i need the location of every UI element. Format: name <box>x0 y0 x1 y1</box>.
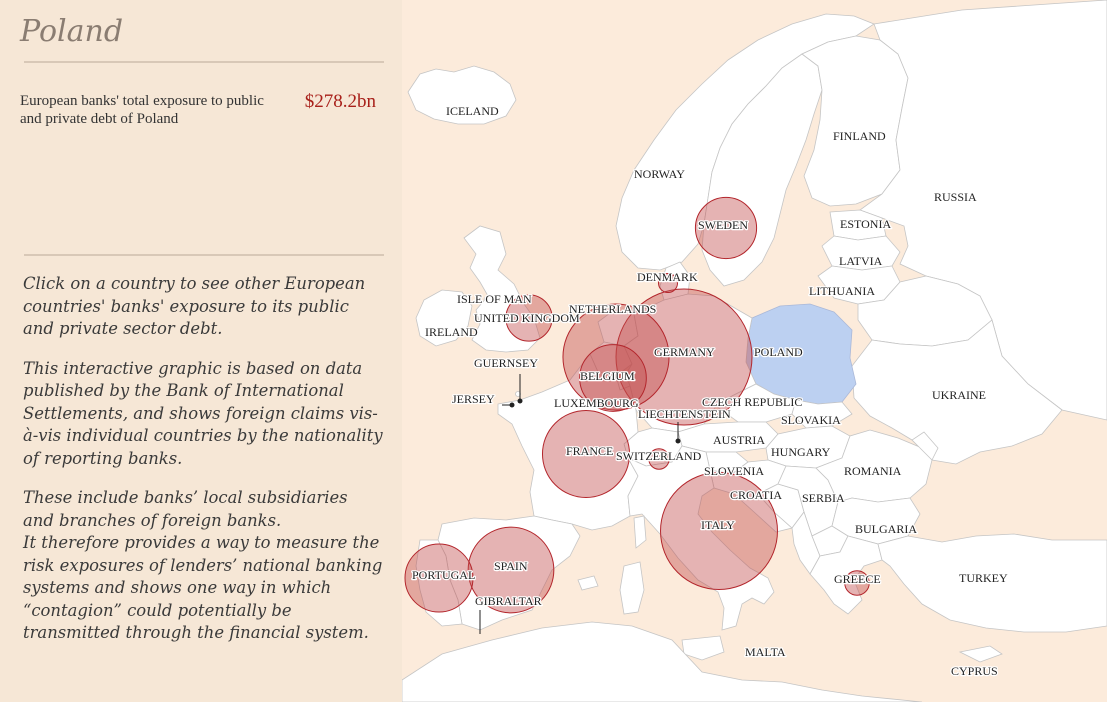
country-shape-iceland[interactable] <box>407 65 517 125</box>
bubble-france[interactable] <box>541 409 631 499</box>
info-sidebar: Poland European banks' total exposure to… <box>0 0 402 702</box>
bubble-sweden[interactable] <box>694 196 758 260</box>
label-denmark[interactable]: DENMARK <box>636 269 700 286</box>
country-shape-moldova[interactable] <box>911 431 939 461</box>
label-germany[interactable]: GERMANY <box>653 344 717 361</box>
label-estonia[interactable]: ESTONIA <box>839 216 893 233</box>
bubble-united-kingdom[interactable] <box>505 294 553 342</box>
label-ukraine[interactable]: UKRAINE <box>931 387 988 404</box>
liechtenstein-marker <box>675 438 681 444</box>
country-shape-ireland[interactable] <box>415 289 473 347</box>
bubble-germany[interactable] <box>615 288 753 426</box>
exposure-label: European banks' total exposure to public… <box>20 93 264 127</box>
label-austria[interactable]: AUSTRIA <box>712 432 767 449</box>
label-jersey[interactable]: JERSEY <box>451 391 497 408</box>
bubble-denmark[interactable] <box>657 272 679 294</box>
bubble-portugal[interactable] <box>404 543 474 613</box>
country-shape-portugal[interactable] <box>415 539 463 627</box>
label-lithuania[interactable]: LITHUANIA <box>808 283 877 300</box>
label-hungary[interactable]: HUNGARY <box>770 444 832 461</box>
country-shape-greece[interactable] <box>809 535 883 615</box>
country-shape-sardinia[interactable] <box>619 561 645 615</box>
label-portugal[interactable]: PORTUGAL <box>411 567 477 584</box>
country-shape-turkey[interactable] <box>877 533 1107 633</box>
label-slovenia[interactable]: SLOVENIA <box>703 463 766 480</box>
description: Click on a country to see other European… <box>23 273 383 662</box>
country-shape-balearics[interactable] <box>577 575 599 591</box>
divider <box>24 61 384 63</box>
country-shape-bulgaria[interactable] <box>831 497 921 545</box>
exposure-bubbles[interactable] <box>404 196 870 614</box>
label-czech-republic[interactable]: CZECH REPUBLIC <box>701 394 804 411</box>
label-poland[interactable]: POLAND <box>753 344 805 361</box>
label-isle-of-man[interactable]: ISLE OF MAN <box>456 291 534 308</box>
label-belgium[interactable]: BELGIUM <box>579 368 636 385</box>
label-switzerland[interactable]: SWITZERLAND <box>615 448 703 465</box>
country-title: Poland <box>20 14 124 49</box>
label-serbia[interactable]: SERBIA <box>801 490 847 507</box>
bubble-switzerland[interactable] <box>648 448 670 470</box>
label-norway[interactable]: NORWAY <box>633 166 687 183</box>
label-ireland[interactable]: IRELAND <box>424 324 479 341</box>
country-shape-corsica[interactable] <box>633 515 647 549</box>
label-cyprus[interactable]: CYPRUS <box>950 663 999 680</box>
label-romania[interactable]: ROMANIA <box>843 463 903 480</box>
country-shape-sweden[interactable] <box>701 53 823 287</box>
bubble-italy[interactable] <box>660 472 778 590</box>
country-shape-united-kingdom[interactable] <box>463 225 541 353</box>
divider <box>24 254 384 256</box>
country-shape-cyprus[interactable] <box>958 645 1003 663</box>
instruction-text: Click on a country to see other European… <box>23 274 366 338</box>
label-greece[interactable]: GREECE <box>833 571 882 588</box>
label-gibraltar[interactable]: GIBRALTAR <box>474 593 543 610</box>
bubble-netherlands[interactable] <box>562 303 670 411</box>
europe-map[interactable]: ICELAND NORWAY FINLAND RUSSIA SWEDEN EST… <box>402 0 1107 702</box>
description-text: These include banks’ local subsidiaries … <box>23 488 383 642</box>
label-finland[interactable]: FINLAND <box>832 128 887 145</box>
label-liechtenstein[interactable]: LIECHTENSTEIN <box>637 406 732 423</box>
label-slovakia[interactable]: SLOVAKIA <box>780 412 843 429</box>
label-bulgaria[interactable]: BULGARIA <box>854 521 919 538</box>
country-shape-sicily[interactable] <box>681 635 725 661</box>
label-croatia[interactable]: CROATIA <box>729 487 784 504</box>
label-malta[interactable]: MALTA <box>744 644 787 661</box>
label-turkey[interactable]: TURKEY <box>958 570 1009 587</box>
country-shape-russia[interactable] <box>859 0 1107 421</box>
guernsey-marker <box>517 398 523 404</box>
description-text: This interactive graphic is based on dat… <box>23 358 383 468</box>
label-united-kingdom[interactable]: UNITED KINGDOM <box>473 310 581 327</box>
country-shape-italy[interactable] <box>627 445 775 631</box>
label-italy[interactable]: ITALY <box>700 517 737 534</box>
bubble-greece[interactable] <box>844 570 870 596</box>
label-iceland[interactable]: ICELAND <box>445 103 500 120</box>
country-shape-north-africa[interactable] <box>402 621 923 702</box>
country-shape-romania[interactable] <box>815 429 933 503</box>
label-guernsey[interactable]: GUERNSEY <box>473 355 540 372</box>
label-latvia[interactable]: LATVIA <box>838 253 884 270</box>
jersey-marker <box>509 402 515 408</box>
label-sweden[interactable]: SWEDEN <box>697 217 750 234</box>
country-shape-ukraine[interactable] <box>851 319 1063 465</box>
label-russia[interactable]: RUSSIA <box>933 189 979 206</box>
label-luxembourg[interactable]: LUXEMBOURG <box>553 395 641 412</box>
label-netherlands[interactable]: NETHERLANDS <box>568 301 658 318</box>
bubble-belgium[interactable] <box>579 344 647 412</box>
label-france[interactable]: FRANCE <box>565 443 615 460</box>
label-spain[interactable]: SPAIN <box>493 558 529 575</box>
map-canvas[interactable]: ICELAND NORWAY FINLAND RUSSIA SWEDEN EST… <box>402 0 1107 702</box>
exposure-value: $278.2bn <box>304 91 376 112</box>
bubble-spain[interactable] <box>467 526 555 614</box>
